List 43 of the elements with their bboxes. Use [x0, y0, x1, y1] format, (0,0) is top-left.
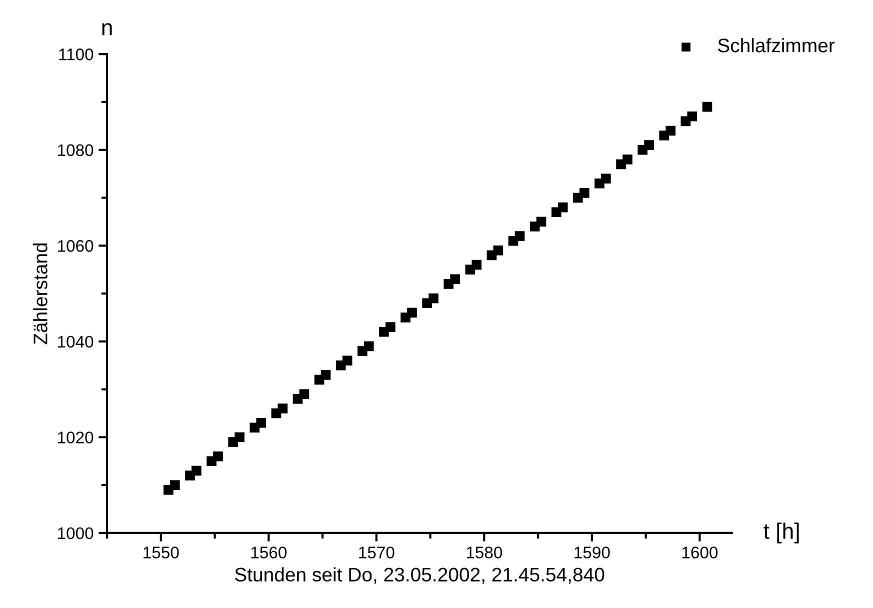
x-tick-label: 1580 [466, 546, 502, 558]
y-tick-label: 1020 [58, 432, 94, 444]
x-axis-title: Stunden seit Do, 23.05.2002, 21.45.54,840 [235, 567, 604, 584]
point [342, 356, 352, 366]
point [407, 308, 417, 318]
point [472, 260, 482, 270]
point [558, 202, 568, 212]
point [666, 126, 676, 136]
point [278, 404, 288, 414]
point [386, 322, 396, 332]
point [579, 188, 590, 198]
point [170, 480, 180, 490]
point [299, 389, 310, 400]
point [702, 102, 712, 112]
point [687, 111, 698, 122]
x-tick-label: 1600 [682, 546, 718, 558]
point [234, 432, 244, 442]
y-tick-label: 1080 [58, 144, 94, 156]
x-tick-label: 1550 [144, 546, 179, 558]
point [493, 246, 504, 256]
text: t [h] [764, 522, 799, 544]
y-tick-label: 1060 [58, 240, 94, 252]
point [320, 370, 331, 380]
point [514, 231, 525, 241]
point [450, 274, 460, 284]
point [213, 451, 223, 462]
point [428, 293, 438, 304]
y-tick-label: 1100 [59, 48, 94, 60]
point [192, 466, 202, 476]
x-tick-label: 1570 [359, 546, 394, 558]
text: n [102, 23, 112, 36]
legend-label: Schlafzimmer [718, 38, 835, 52]
point [364, 341, 374, 352]
point [622, 154, 632, 164]
x-tick-label: 1590 [574, 546, 610, 558]
point [644, 140, 654, 150]
x-tick-label: 1560 [251, 546, 287, 558]
point [536, 216, 546, 227]
y-tick-label: 1040 [58, 336, 94, 348]
point [601, 174, 611, 184]
point [256, 418, 266, 428]
y-tick-label: 1000 [58, 527, 94, 540]
y-axis-title: Zählerstand [33, 243, 48, 344]
